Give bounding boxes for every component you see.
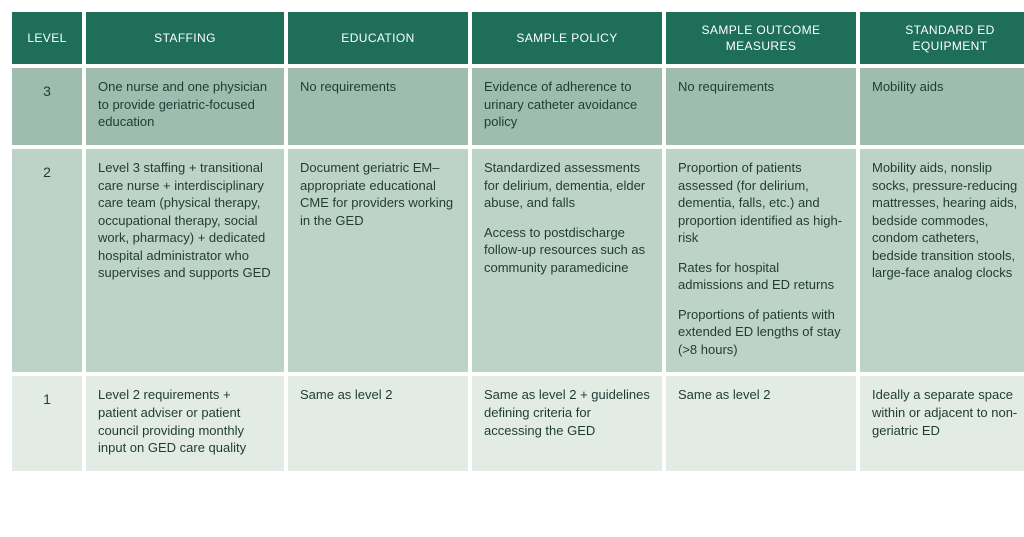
cell-education: Document geriatric EM–appropriate educat… — [288, 149, 468, 372]
cell-text: Proportions of patients with extended ED… — [678, 306, 844, 359]
cell-outcome: No requirements — [666, 68, 856, 145]
cell-text: One nurse and one physician to provide g… — [98, 78, 272, 131]
table-row: 3 One nurse and one physician to provide… — [12, 68, 1024, 145]
cell-staffing: Level 2 requirements + patient adviser o… — [86, 376, 284, 470]
cell-text: Evidence of adherence to urinary cathete… — [484, 78, 650, 131]
cell-outcome: Proportion of patients assessed (for del… — [666, 149, 856, 372]
table-row: 2 Level 3 staffing + transitional care n… — [12, 149, 1024, 372]
cell-staffing: Level 3 staffing + transitional care nur… — [86, 149, 284, 372]
cell-level: 1 — [12, 376, 82, 470]
col-header-equipment: STANDARD ED EQUIPMENT — [860, 12, 1024, 64]
cell-text: Document geriatric EM–appropriate educat… — [300, 159, 456, 229]
cell-text: Same as level 2 — [678, 386, 844, 404]
cell-text: Mobility aids — [872, 78, 1024, 96]
cell-education: Same as level 2 — [288, 376, 468, 470]
table-header-row: LEVEL STAFFING EDUCATION SAMPLE POLICY S… — [12, 12, 1024, 64]
cell-level: 2 — [12, 149, 82, 372]
cell-text: Rates for hospital admissions and ED ret… — [678, 259, 844, 294]
cell-text: Mobility aids, nonslip socks, pressure-r… — [872, 159, 1024, 282]
cell-text: Access to postdischarge follow-up resour… — [484, 224, 650, 277]
col-header-outcome: SAMPLE OUTCOME MEASURES — [666, 12, 856, 64]
col-header-education: EDUCATION — [288, 12, 468, 64]
cell-policy: Standardized assessments for delirium, d… — [472, 149, 662, 372]
col-header-staffing: STAFFING — [86, 12, 284, 64]
cell-education: No requirements — [288, 68, 468, 145]
ged-accreditation-table: LEVEL STAFFING EDUCATION SAMPLE POLICY S… — [8, 8, 1024, 475]
cell-staffing: One nurse and one physician to provide g… — [86, 68, 284, 145]
cell-text: Proportion of patients assessed (for del… — [678, 159, 844, 247]
cell-equipment: Mobility aids — [860, 68, 1024, 145]
cell-policy: Evidence of adherence to urinary cathete… — [472, 68, 662, 145]
col-header-policy: SAMPLE POLICY — [472, 12, 662, 64]
cell-text: Standardized assessments for delirium, d… — [484, 159, 650, 212]
cell-text: Ideally a separate space within or adjac… — [872, 386, 1024, 439]
cell-level: 3 — [12, 68, 82, 145]
cell-text: Same as level 2 — [300, 386, 456, 404]
cell-policy: Same as level 2 + guidelines defining cr… — [472, 376, 662, 470]
col-header-level: LEVEL — [12, 12, 82, 64]
cell-text: Level 2 requirements + patient adviser o… — [98, 386, 272, 456]
cell-text: Same as level 2 + guidelines defining cr… — [484, 386, 650, 439]
table-row: 1 Level 2 requirements + patient adviser… — [12, 376, 1024, 470]
cell-text: No requirements — [678, 78, 844, 96]
cell-text: No requirements — [300, 78, 456, 96]
cell-equipment: Ideally a separate space within or adjac… — [860, 376, 1024, 470]
cell-equipment: Mobility aids, nonslip socks, pressure-r… — [860, 149, 1024, 372]
cell-text: Level 3 staffing + transitional care nur… — [98, 159, 272, 282]
cell-outcome: Same as level 2 — [666, 376, 856, 470]
